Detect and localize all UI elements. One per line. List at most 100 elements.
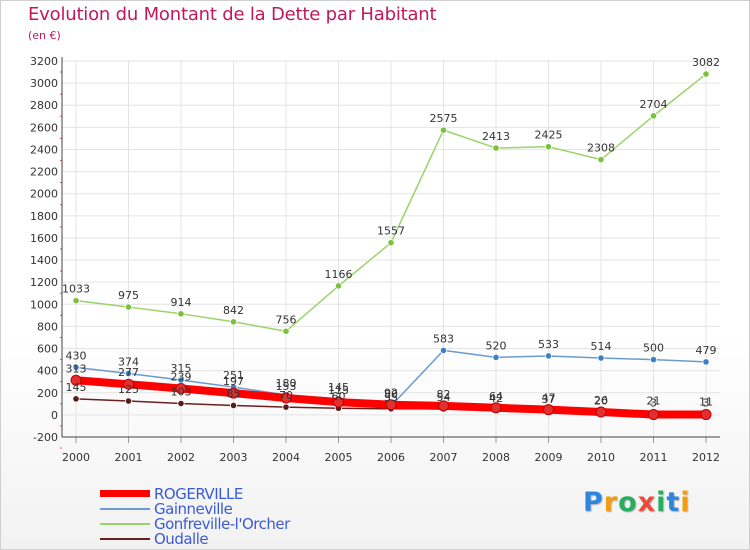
legend-label-oudalle: Oudalle (154, 530, 209, 548)
chart-subtitle: (en €) (28, 29, 61, 42)
x-tick-label: 2007 (430, 451, 458, 464)
data-point (387, 239, 395, 247)
data-label: 914 (171, 296, 192, 309)
data-point (124, 303, 133, 311)
y-tick-label: -200 (33, 431, 58, 444)
data-label: 514 (591, 340, 612, 353)
y-tick-label: 2800 (30, 99, 58, 112)
logo-letter: x (637, 487, 657, 518)
data-label: 145 (328, 381, 349, 394)
y-tick-label: 0 (51, 409, 58, 422)
y-tick-label: 400 (37, 365, 58, 378)
data-label: 2308 (587, 142, 615, 155)
y-tick-label: 1000 (30, 298, 58, 311)
data-point (124, 369, 133, 378)
data-point (334, 282, 343, 290)
y-tick-label: 1600 (30, 232, 58, 245)
data-label: 92 (384, 387, 398, 400)
y-tick-label: 2200 (30, 166, 58, 179)
x-tick-label: 2008 (482, 451, 510, 464)
legend-swatch-gonfreville (100, 523, 150, 525)
data-point (229, 401, 238, 410)
data-label: 520 (486, 339, 507, 352)
data-point (124, 397, 133, 405)
y-tick-label: 1200 (30, 276, 58, 289)
legend-item-oudalle: Oudalle (100, 530, 360, 548)
x-tick-label: 2001 (115, 451, 143, 464)
logo-letter: o (618, 487, 638, 518)
data-label: 3082 (692, 56, 720, 69)
data-point (702, 358, 710, 366)
x-tick-label: 2006 (377, 451, 405, 464)
data-point (543, 404, 554, 416)
data-label: 197 (223, 375, 244, 388)
data-point (280, 392, 292, 404)
legend-label-rogerville: ROGERVILLE (154, 485, 243, 503)
data-label: 80 (384, 388, 398, 401)
data-point (492, 144, 500, 152)
data-label: 47 (542, 392, 556, 405)
y-tick-label: 600 (37, 343, 58, 356)
data-label: 115 (328, 384, 349, 397)
data-label: 1033 (62, 283, 90, 296)
y-tick-label: 800 (37, 320, 58, 333)
proxiti-logo: Proxiti (583, 487, 691, 518)
data-label: 1166 (325, 268, 353, 281)
data-label: 756 (276, 313, 297, 326)
data-label: 64 (489, 390, 503, 403)
data-point (72, 297, 80, 305)
data-point (70, 374, 82, 386)
y-tick-label: 3000 (30, 77, 58, 90)
data-label: 125 (118, 383, 139, 396)
data-label: 583 (433, 332, 454, 345)
data-point (175, 382, 187, 394)
data-label: 37 (542, 393, 556, 406)
data-label: 251 (223, 369, 244, 382)
x-tick-label: 2004 (272, 451, 300, 464)
data-point (72, 363, 80, 371)
data-point (439, 126, 448, 134)
data-point (649, 355, 658, 364)
data-label: 60 (332, 390, 346, 403)
data-label: 20 (594, 395, 608, 408)
data-label: 239 (171, 370, 192, 383)
data-label: 145 (66, 381, 87, 394)
data-point (177, 310, 185, 318)
logo-letter: P (583, 487, 604, 518)
data-label: 374 (118, 356, 139, 369)
data-label: 85 (227, 387, 241, 400)
data-label: 2413 (482, 130, 510, 143)
data-point (649, 112, 658, 120)
data-label: 277 (118, 366, 139, 379)
data-label: 11 (699, 396, 713, 409)
data-label: 315 (171, 362, 192, 375)
data-point (544, 143, 553, 151)
legend-swatch-gainneville (100, 508, 150, 510)
data-point (228, 387, 239, 399)
y-tick-label: 1400 (30, 254, 58, 267)
legend-swatch-rogerville (100, 490, 150, 497)
data-label: 313 (66, 362, 87, 375)
data-label: 153 (276, 380, 297, 393)
x-tick-label: 2005 (325, 451, 353, 464)
logo-letter: r (603, 487, 619, 518)
data-point (282, 403, 290, 411)
data-point (490, 402, 502, 414)
y-tick-label: 2000 (30, 188, 58, 201)
data-label: 3 (650, 397, 657, 410)
data-label: 2425 (535, 129, 563, 142)
logo-letter: i (680, 487, 691, 518)
data-label: 479 (696, 344, 717, 357)
y-tick-label: 1800 (30, 210, 58, 223)
data-point (439, 346, 448, 355)
legend-item-rogerville: ROGERVILLE (100, 485, 360, 503)
data-point (177, 399, 185, 408)
legend-item-gonfreville: Gonfreville-l'Orcher (100, 515, 360, 533)
data-label: 54 (437, 391, 451, 404)
x-tick-label: 2011 (640, 451, 668, 464)
x-tick-label: 2010 (587, 451, 615, 464)
data-point (438, 400, 449, 412)
x-tick-label: 2003 (220, 451, 248, 464)
